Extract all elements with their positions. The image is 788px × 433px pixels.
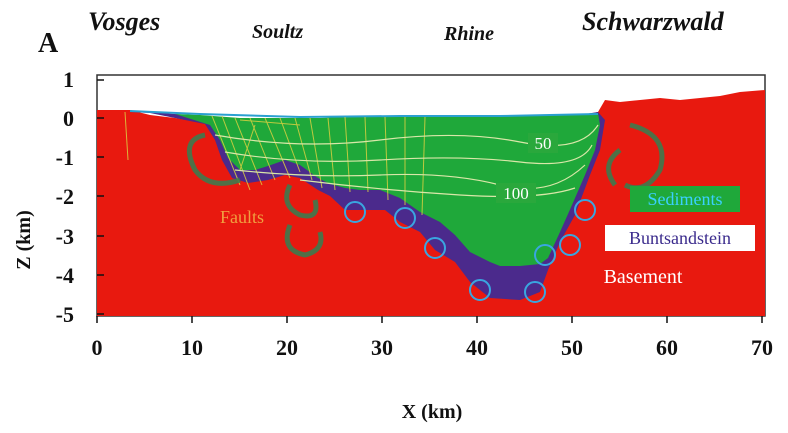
x-tick-label: 10	[181, 335, 203, 360]
y-tick-label: -2	[56, 184, 74, 209]
buntsandstein-label-bg	[605, 225, 755, 251]
y-tick-label: -1	[56, 145, 74, 170]
sediments-label-bg	[630, 186, 740, 212]
y-tick-label: 1	[63, 67, 74, 92]
region-label-soultz: Soultz	[252, 21, 303, 43]
isotherm-label-bg-50	[528, 133, 558, 153]
y-tick-marks	[97, 79, 104, 315]
y-axis-title: Z (km)	[13, 210, 35, 269]
x-tick-marks	[96, 316, 763, 323]
panel-label: A	[38, 28, 59, 59]
x-tick-label: 20	[276, 335, 298, 360]
sediments-label: Sediments	[648, 189, 723, 209]
basement-label: Basement	[604, 266, 683, 288]
x-tick-label: 50	[561, 335, 583, 360]
x-tick-label: 0	[92, 335, 103, 360]
y-tick-label: 0	[63, 106, 74, 131]
x-tick-label: 70	[751, 335, 773, 360]
circulation-cells	[344, 199, 596, 303]
faults-label: Faults	[220, 207, 264, 227]
fault-lines	[124, 111, 426, 216]
isotherm-label-bg-100	[496, 183, 536, 203]
x-tick-label: 60	[656, 335, 678, 360]
region-label-rhine: Rhine	[443, 23, 494, 45]
x-axis-title: X (km)	[402, 401, 463, 423]
y-tick-label: -5	[56, 302, 74, 327]
x-tick-label: 40	[466, 335, 488, 360]
isotherm-label-100: 100	[503, 184, 529, 203]
surface-edge	[129, 110, 599, 119]
y-tick-label: -3	[56, 224, 74, 249]
region-label-vosges: Vosges	[88, 7, 160, 36]
isotherm-lines	[214, 124, 599, 198]
buntsandstein-label: Buntsandstein	[629, 228, 731, 248]
x-tick-label: 30	[371, 335, 393, 360]
y-tick-label: -4	[56, 263, 74, 288]
isotherm-label-50: 50	[535, 134, 552, 153]
region-label-schwarzwald: Schwarzwald	[582, 7, 725, 36]
